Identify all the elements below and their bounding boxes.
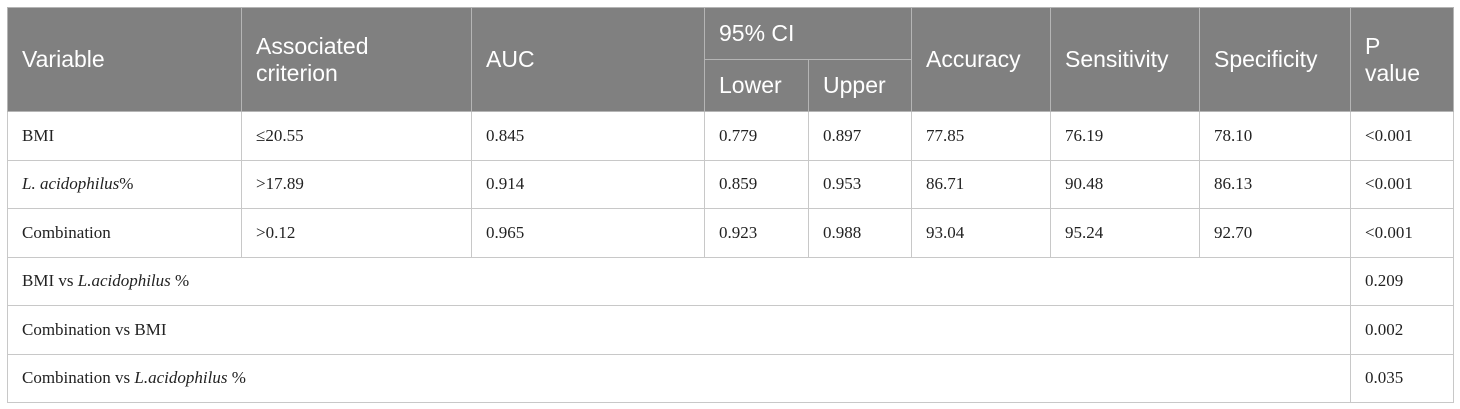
text-segment: % — [119, 174, 134, 194]
header-cell: Variable — [7, 7, 242, 112]
cell: BMI — [7, 111, 242, 161]
cell: 0.845 — [471, 111, 705, 161]
cell: ≤20.55 — [241, 111, 472, 161]
header-cell: Specificity — [1199, 7, 1351, 112]
cell: 0.923 — [704, 208, 809, 258]
text-segment: BMI — [22, 125, 55, 145]
table-container: Variable Associated criterion AUC 95% CI Acc… — [7, 7, 1454, 403]
text-segment: Combination vs — [22, 368, 135, 388]
cell: L. acidophilus% — [7, 159, 242, 209]
comparison-label: BMI vs L.acidophilus % — [7, 256, 1351, 306]
data-row: L. acidophilus% >17.89 0.914 0.859 0.953 86.7… — [7, 159, 1454, 209]
p-value: 0.035 — [1350, 353, 1454, 403]
p-value: 0.209 — [1350, 256, 1454, 306]
header-cell: Associated criterion — [241, 7, 472, 112]
header-cell: Sensitivity — [1050, 7, 1200, 112]
table-body: BMI ≤20.55 0.845 0.779 0.897 77.85 76.19 78.10 <… — [7, 111, 1454, 403]
cell: 0.897 — [808, 111, 912, 161]
text-segment: L. acidophilus — [22, 174, 120, 194]
header-row: Variable Associated criterion AUC 95% CI Acc… — [7, 7, 1454, 112]
header-cell: 95% CI — [704, 7, 912, 60]
text-segment: % — [227, 368, 246, 388]
data-row: Combination >0.12 0.965 0.923 0.988 93.04 95.2… — [7, 208, 1454, 258]
header-cell: P value — [1350, 7, 1454, 112]
cell: <0.001 — [1350, 159, 1454, 209]
cell: 95.24 — [1050, 208, 1200, 258]
cell: 0.988 — [808, 208, 912, 258]
comparison-label: Combination vs L.acidophilus % — [7, 353, 1351, 403]
text-segment: % — [170, 271, 190, 291]
cell: 92.70 — [1199, 208, 1351, 258]
comparison-row: Combination vs BMI 0.002 — [7, 305, 1454, 355]
text-segment: L.acidophilus — [134, 368, 228, 388]
results-table: Variable Associated criterion AUC 95% CI Acc… — [7, 7, 1454, 403]
cell: 76.19 — [1050, 111, 1200, 161]
data-row: BMI ≤20.55 0.845 0.779 0.897 77.85 76.19 78.10 <… — [7, 111, 1454, 161]
cell: 90.48 — [1050, 159, 1200, 209]
cell: 0.965 — [471, 208, 705, 258]
header-cell: Accuracy — [911, 7, 1051, 112]
text-segment: Combination — [22, 222, 111, 242]
comparison-label: Combination vs BMI — [7, 305, 1351, 355]
cell: <0.001 — [1350, 208, 1454, 258]
cell: 0.779 — [704, 111, 809, 161]
cell: 78.10 — [1199, 111, 1351, 161]
cell: Combination — [7, 208, 242, 258]
cell: 0.953 — [808, 159, 912, 209]
header-subcell: Upper — [808, 59, 912, 112]
text-segment: L.acidophilus — [77, 271, 171, 291]
comparison-row: BMI vs L.acidophilus % 0.209 — [7, 256, 1454, 306]
header-cell: AUC — [471, 7, 705, 112]
cell: <0.001 — [1350, 111, 1454, 161]
cell: 77.85 — [911, 111, 1051, 161]
cell: >17.89 — [241, 159, 472, 209]
cell: 0.914 — [471, 159, 705, 209]
cell: 86.71 — [911, 159, 1051, 209]
cell: 0.859 — [704, 159, 809, 209]
text-segment: Combination vs BMI — [22, 319, 167, 339]
cell: 86.13 — [1199, 159, 1351, 209]
cell: 93.04 — [911, 208, 1051, 258]
text-segment: BMI vs — [22, 271, 78, 291]
table-header: Variable Associated criterion AUC 95% CI Acc… — [7, 7, 1454, 112]
p-value: 0.002 — [1350, 305, 1454, 355]
header-subrow: Lower Upper — [8, 59, 1454, 112]
header-subcell: Lower — [704, 59, 809, 112]
cell: >0.12 — [241, 208, 472, 258]
comparison-row: Combination vs L.acidophilus % 0.035 — [7, 353, 1454, 403]
